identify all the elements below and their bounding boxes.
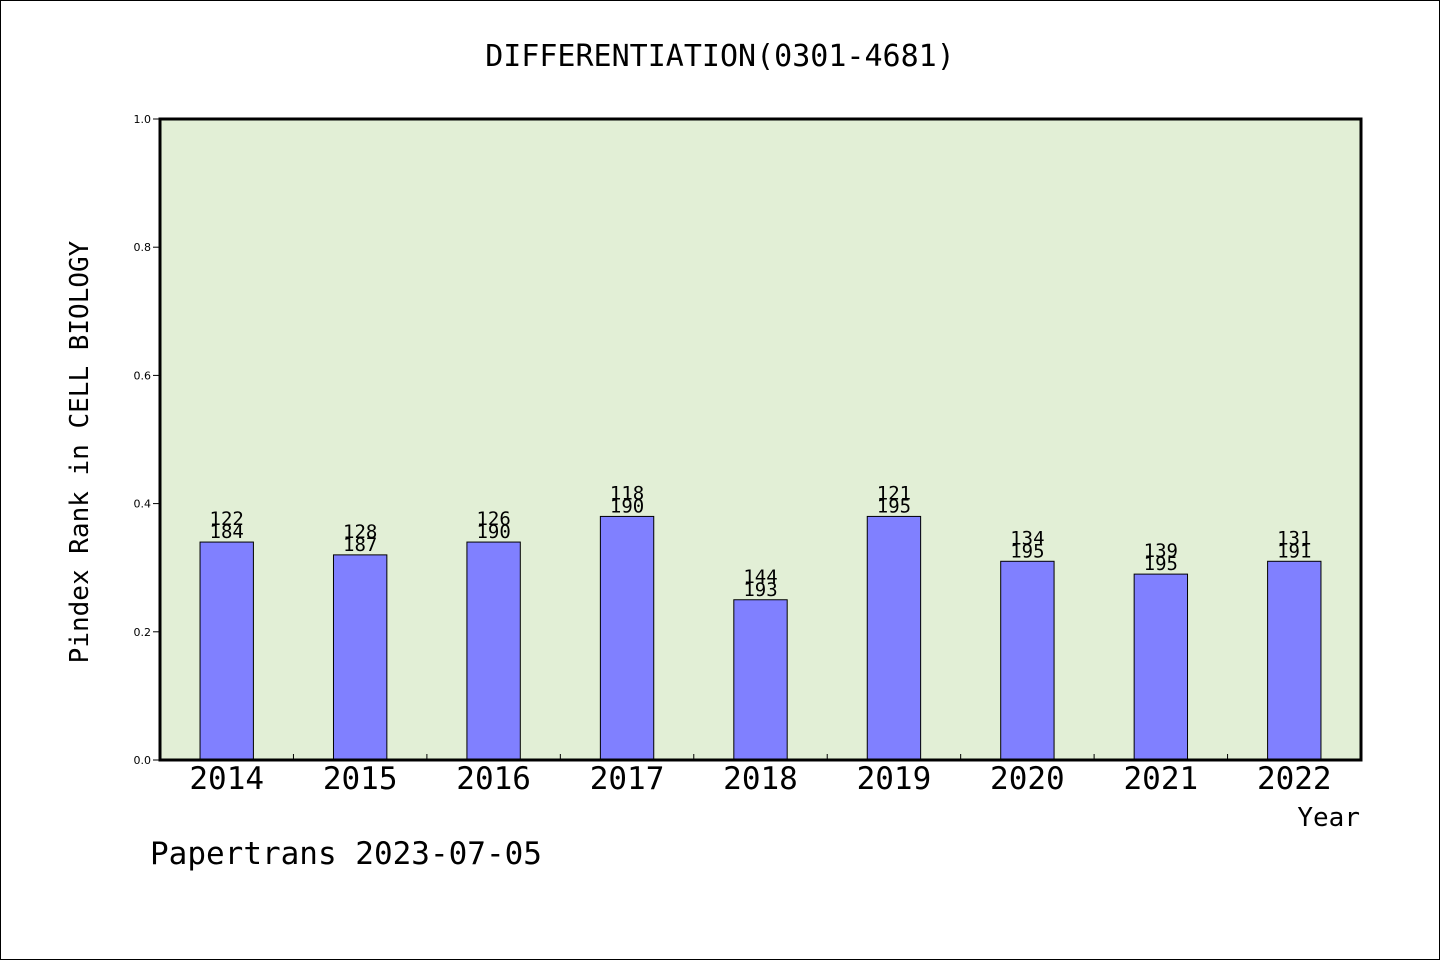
bar-2022 <box>1267 560 1322 761</box>
y-tick-label: 0.4 <box>134 498 152 511</box>
bars-group <box>199 515 1322 761</box>
x-axis-label: Year <box>1297 803 1360 833</box>
bar-2019 <box>866 515 922 761</box>
bar-total-label: 184 <box>210 521 244 543</box>
bar-total-label: 195 <box>1144 553 1178 575</box>
y-tick-label: 0.0 <box>134 754 152 767</box>
bar-rank-label: 126 <box>476 508 510 530</box>
bar-2016 <box>466 541 521 761</box>
x-tick-label: 2018 <box>723 761 798 797</box>
bar-total-label: 193 <box>743 579 777 601</box>
y-tick-label: 0.8 <box>134 241 152 254</box>
bar-total-label: 190 <box>610 495 644 517</box>
y-axis-ticks: 0.0 0.2 0.4 0.6 0.8 1.0 <box>134 113 160 767</box>
x-tick-label: 2020 <box>990 761 1065 797</box>
bar-2018 <box>733 599 788 761</box>
bar-rank-label: 121 <box>877 482 911 504</box>
x-tick-label: 2014 <box>189 761 264 797</box>
bar-total-label: 191 <box>1277 540 1311 562</box>
bar-2015 <box>332 554 388 761</box>
x-tick-label: 2015 <box>323 761 398 797</box>
x-tick-label: 2022 <box>1257 761 1332 797</box>
plot-border <box>158 117 1363 762</box>
x-tick-label: 2021 <box>1124 761 1199 797</box>
bar-rank-label: 134 <box>1010 527 1044 549</box>
bar-rank-label: 118 <box>610 482 644 504</box>
y-tick-label: 0.6 <box>134 369 152 382</box>
bar-total-label: 195 <box>877 495 911 517</box>
bar-2021 <box>1133 573 1189 761</box>
y-axis-label: Pindex Rank in CELL BIOLOGY <box>65 240 95 663</box>
bar-rank-label: 139 <box>1144 540 1178 562</box>
x-tick-label: 2016 <box>456 761 531 797</box>
x-axis-ticks: 2014 2015 2016 2017 2018 2019 2020 2021 2022 <box>189 754 1332 797</box>
y-tick-label: 1.0 <box>134 113 152 126</box>
bar-rank-label: 144 <box>743 566 777 588</box>
bar-total-label: 190 <box>476 521 510 543</box>
bar-total-label: 195 <box>1010 540 1044 562</box>
bar-2020 <box>1000 560 1055 761</box>
bar-total-label: 187 <box>343 534 377 556</box>
bar-rank-label: 131 <box>1277 527 1311 549</box>
bar-2017 <box>599 515 655 761</box>
y-tick-label: 0.2 <box>134 626 152 639</box>
bar-rank-label: 128 <box>343 521 377 543</box>
x-tick-label: 2017 <box>590 761 665 797</box>
x-tick-label: 2019 <box>857 761 932 797</box>
chart-title: DIFFERENTIATION(0301-4681) <box>485 39 955 74</box>
bar-2014 <box>199 541 254 761</box>
bar-rank-label: 122 <box>210 508 244 530</box>
footer-watermark: Papertrans 2023-07-05 <box>150 836 542 872</box>
